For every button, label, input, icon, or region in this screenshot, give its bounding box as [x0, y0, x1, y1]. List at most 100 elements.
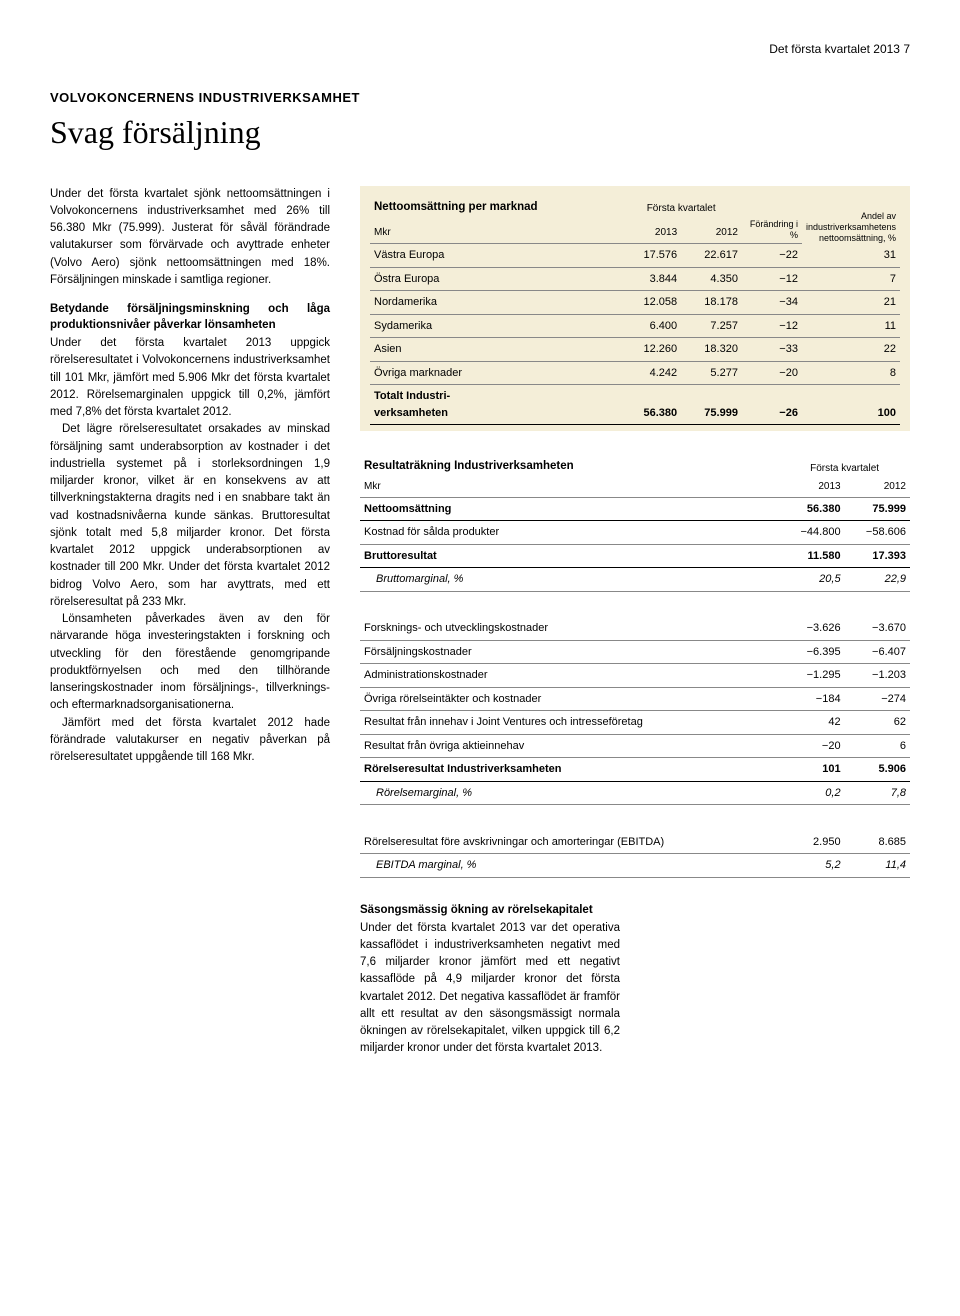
- table-row: Kostnad för sålda produkter−44.800−58.60…: [360, 521, 910, 545]
- table2-title: Resultaträkning Industriverksamheten: [360, 455, 779, 475]
- table-row: Forsknings- och utvecklingskostnader−3.6…: [360, 617, 910, 640]
- row-value: 5,2: [779, 854, 844, 878]
- table-row: Administrationskostnader−1.295−1.203: [360, 664, 910, 688]
- table-row: Resultat från övriga aktieinnehav−206: [360, 734, 910, 758]
- page-title: Svag försäljning: [50, 108, 910, 156]
- col2-mkr: Mkr: [360, 476, 779, 498]
- row-value: −12: [742, 267, 802, 291]
- table1-period-header: Första kvartalet: [620, 196, 742, 216]
- row-value: 4.242: [620, 361, 681, 385]
- table-row: Rörelseresultat Industriverksamheten1015…: [360, 758, 910, 782]
- row-value: 18.320: [681, 338, 742, 362]
- page-header: Det första kvartalet 2013 7: [50, 40, 910, 58]
- row-value: −12: [742, 314, 802, 338]
- total-2012: 75.999: [681, 385, 742, 425]
- row-value: −20: [779, 734, 844, 758]
- row-label: Rörelseresultat före avskrivningar och a…: [360, 831, 779, 854]
- main-columns: Under det första kvartalet sjönk nettoom…: [50, 186, 910, 1058]
- row-value: −1.295: [779, 664, 844, 688]
- row-value: −58.606: [845, 521, 910, 545]
- table-row: Försäljningskostnader−6.395−6.407: [360, 640, 910, 664]
- table-row: Västra Europa17.57622.617−2231: [370, 244, 900, 268]
- body-paragraph-4: Lönsamheten påverkades även av den för n…: [50, 611, 330, 715]
- row-label: Administrationskostnader: [360, 664, 779, 688]
- row-value: 12.260: [620, 338, 681, 362]
- table-row: Övriga marknader4.2425.277−208: [370, 361, 900, 385]
- left-subhead: Betydande försäljningsminskning och låga…: [50, 301, 330, 333]
- spacer-cell: [360, 805, 910, 831]
- row-label: Rörelseresultat Industriverksamheten: [360, 758, 779, 782]
- row-label: Asien: [370, 338, 620, 362]
- row-value: 5.277: [681, 361, 742, 385]
- row-value: −22: [742, 244, 802, 268]
- bottom-body: Säsongsmässig ökning av rörelsekapitalet…: [360, 902, 910, 1058]
- body-paragraph-2: Under det första kvartalet 2013 uppgick …: [50, 335, 330, 421]
- row-value: 2.950: [779, 831, 844, 854]
- table-resultatrakning: Resultaträkning Industriverksamheten För…: [360, 455, 910, 877]
- row-label: Försäljningskostnader: [360, 640, 779, 664]
- col-2013: 2013: [620, 216, 681, 244]
- row-value: 75.999: [845, 497, 910, 521]
- row-value: 4.350: [681, 267, 742, 291]
- row-value: 22: [802, 338, 900, 362]
- section-eyebrow: VOLVOKONCERNENS INDUSTRIVERKSAMHET: [50, 88, 910, 108]
- row-value: 101: [779, 758, 844, 782]
- row-value: 7: [802, 267, 900, 291]
- row-value: 8: [802, 361, 900, 385]
- row-value: −34: [742, 291, 802, 315]
- row-value: −6.407: [845, 640, 910, 664]
- table-row: Övriga rörelseintäkter och kostnader−184…: [360, 687, 910, 711]
- row-value: −6.395: [779, 640, 844, 664]
- intro-paragraph: Under det första kvartalet sjönk nettoom…: [50, 186, 330, 290]
- row-value: 7,8: [845, 781, 910, 805]
- table-row: Bruttomarginal, %20,522,9: [360, 568, 910, 592]
- table-row: Rörelsemarginal, %0,27,8: [360, 781, 910, 805]
- table-nettoomsattning: Nettoomsättning per marknad Första kvart…: [360, 186, 910, 432]
- row-value: 62: [845, 711, 910, 735]
- table-row: [360, 591, 910, 617]
- row-label: Resultat från övriga aktieinnehav: [360, 734, 779, 758]
- table-row: Nordamerika12.05818.178−3421: [370, 291, 900, 315]
- row-label: Östra Europa: [370, 267, 620, 291]
- row-value: 42: [779, 711, 844, 735]
- market-table: Nettoomsättning per marknad Första kvart…: [370, 196, 900, 426]
- total-2013: 56.380: [620, 385, 681, 425]
- table-row: Bruttoresultat11.58017.393: [360, 544, 910, 568]
- row-label: Övriga marknader: [370, 361, 620, 385]
- row-value: −3.670: [845, 617, 910, 640]
- row-value: −44.800: [779, 521, 844, 545]
- row-value: 17.393: [845, 544, 910, 568]
- row-value: −274: [845, 687, 910, 711]
- table1-title: Nettoomsättning per marknad: [370, 196, 620, 216]
- row-label: EBITDA marginal, %: [360, 854, 779, 878]
- row-value: 21: [802, 291, 900, 315]
- col-mkr: Mkr: [370, 216, 620, 244]
- col-change: Förändring i %: [742, 216, 802, 244]
- row-label: Nettoomsättning: [360, 497, 779, 521]
- table-row: Resultat från innehav i Joint Ventures o…: [360, 711, 910, 735]
- row-label: Västra Europa: [370, 244, 620, 268]
- left-column: Under det första kvartalet sjönk nettoom…: [50, 186, 330, 1058]
- right-column: Nettoomsättning per marknad Första kvart…: [360, 186, 910, 1058]
- row-value: −3.626: [779, 617, 844, 640]
- row-label: Resultat från innehav i Joint Ventures o…: [360, 711, 779, 735]
- col2-2012: 2012: [845, 476, 910, 498]
- row-value: −33: [742, 338, 802, 362]
- income-table: Resultaträkning Industriverksamheten För…: [360, 455, 910, 877]
- row-value: 3.844: [620, 267, 681, 291]
- row-label: Forsknings- och utvecklingskostnader: [360, 617, 779, 640]
- row-value: 11.580: [779, 544, 844, 568]
- row-value: 17.576: [620, 244, 681, 268]
- bottom-subhead: Säsongsmässig ökning av rörelsekapitalet: [360, 902, 620, 918]
- row-label: Bruttoresultat: [360, 544, 779, 568]
- body-paragraph-5: Jämfört med det första kvartalet 2012 ha…: [50, 715, 330, 767]
- row-label: Nordamerika: [370, 291, 620, 315]
- table-row: Sydamerika6.4007.257−1211: [370, 314, 900, 338]
- table-row: Rörelseresultat före avskrivningar och a…: [360, 831, 910, 854]
- row-value: 18.178: [681, 291, 742, 315]
- row-value: 11: [802, 314, 900, 338]
- row-value: −1.203: [845, 664, 910, 688]
- table2-period-header: Första kvartalet: [779, 455, 910, 475]
- bottom-paragraph: Under det första kvartalet 2013 var det …: [360, 920, 620, 1058]
- total-label: Totalt Industri- verksamheten: [370, 385, 620, 425]
